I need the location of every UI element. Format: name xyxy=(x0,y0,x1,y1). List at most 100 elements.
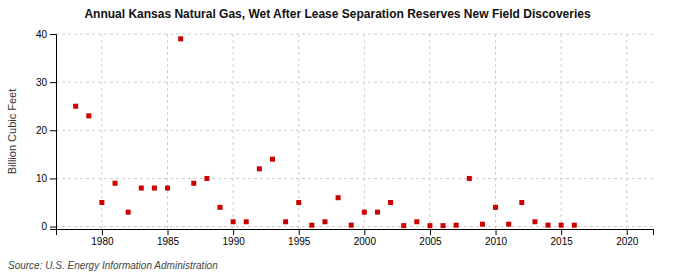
x-grid-line xyxy=(429,34,430,229)
x-tick-mark xyxy=(364,229,365,235)
point xyxy=(572,223,577,228)
point xyxy=(257,166,262,171)
x-tick-label: 2020 xyxy=(616,236,639,247)
points xyxy=(73,36,577,228)
y-tick-label: 30 xyxy=(36,77,48,88)
x-tick: 2020 xyxy=(616,229,639,247)
y-axis-line xyxy=(50,35,57,230)
x-grid-line xyxy=(561,34,562,229)
x-tick-mark xyxy=(233,229,234,235)
x-grid-line xyxy=(364,34,365,229)
point xyxy=(283,219,288,224)
x-tick: 1980 xyxy=(91,229,114,247)
y-grid-line xyxy=(56,34,653,35)
y-tick-label: 20 xyxy=(36,125,48,136)
point xyxy=(506,222,511,227)
x-axis: 1980 1985 1990 1995 2000 2005 2010 2015 2020 xyxy=(57,229,654,247)
x-tick: 1985 xyxy=(157,229,180,247)
x-tick-label: 1995 xyxy=(288,236,311,247)
y-tick: 30 xyxy=(36,77,56,88)
x-grid-line xyxy=(233,34,234,229)
x-tick: 2010 xyxy=(485,229,508,247)
x-tick-mark xyxy=(299,229,300,235)
point xyxy=(244,219,249,224)
x-tick: 2015 xyxy=(551,229,574,247)
point xyxy=(454,223,459,228)
point xyxy=(152,186,157,191)
y-tick-mark xyxy=(50,227,56,228)
point xyxy=(73,104,78,109)
x-tick-mark xyxy=(627,229,628,235)
point xyxy=(270,157,275,162)
x-tick: 2005 xyxy=(419,229,442,247)
x-tick: 1995 xyxy=(288,229,311,247)
x-tick-mark xyxy=(496,229,497,235)
x-axis-line xyxy=(57,230,654,236)
x-tick-label: 1990 xyxy=(223,236,246,247)
point xyxy=(178,36,183,41)
y-grid-line xyxy=(56,130,653,131)
x-tick: 2000 xyxy=(354,229,377,247)
y-tick-mark xyxy=(50,34,56,35)
point xyxy=(493,205,498,210)
x-grid-line xyxy=(298,34,299,229)
y-tick: 40 xyxy=(36,29,56,40)
point xyxy=(414,219,419,224)
point xyxy=(519,200,524,205)
x-tick-label: 1985 xyxy=(157,236,180,247)
point xyxy=(388,200,393,205)
point xyxy=(113,181,118,186)
x-tick-label: 2000 xyxy=(354,236,377,247)
point xyxy=(546,223,551,228)
point xyxy=(532,219,537,224)
point xyxy=(336,195,341,200)
point xyxy=(441,223,446,228)
x-tick-label: 2005 xyxy=(419,236,442,247)
point xyxy=(126,210,131,215)
point xyxy=(427,223,432,228)
y-tick-label: 10 xyxy=(36,173,48,184)
point xyxy=(309,223,314,228)
x-grid-line xyxy=(626,34,627,229)
point xyxy=(349,223,354,228)
point xyxy=(204,176,209,181)
point xyxy=(139,186,144,191)
y-tick-label: 0 xyxy=(41,221,47,232)
point xyxy=(480,222,485,227)
point xyxy=(322,219,327,224)
point xyxy=(165,186,170,191)
point xyxy=(296,200,301,205)
x-tick-mark xyxy=(430,229,431,235)
x-grid-line xyxy=(167,34,168,229)
x-tick-label: 2015 xyxy=(551,236,574,247)
y-tick-label: 40 xyxy=(36,29,48,40)
y-grid-line xyxy=(56,82,653,83)
y-grid-line xyxy=(56,178,653,179)
y-tick: 0 xyxy=(41,221,56,232)
point xyxy=(231,219,236,224)
x-tick: 1990 xyxy=(223,229,246,247)
y-axis: 0 10 20 30 40 xyxy=(36,29,57,233)
x-tick-mark xyxy=(102,229,103,235)
x-tick-label: 2010 xyxy=(485,236,508,247)
point xyxy=(191,181,196,186)
point xyxy=(86,113,91,118)
x-tick-mark xyxy=(561,229,562,235)
y-tick-mark xyxy=(50,82,56,83)
source-note: Source: U.S. Energy Information Administ… xyxy=(8,260,218,271)
point xyxy=(375,210,380,215)
x-tick-mark xyxy=(168,229,169,235)
point xyxy=(559,223,564,228)
point xyxy=(401,223,406,228)
title: Annual Kansas Natural Gas, Wet After Lea… xyxy=(84,7,591,21)
chart: 1980 1985 1990 1995 2000 2005 2010 2015 2020 0 10 2… xyxy=(0,0,675,275)
x-grid-line xyxy=(101,34,102,229)
y-tick: 20 xyxy=(36,125,56,136)
point xyxy=(218,205,223,210)
x-grid-line xyxy=(495,34,496,229)
grid xyxy=(56,34,653,229)
x-tick-label: 1980 xyxy=(91,236,114,247)
point xyxy=(362,210,367,215)
point xyxy=(99,200,104,205)
y-tick: 10 xyxy=(36,173,56,184)
